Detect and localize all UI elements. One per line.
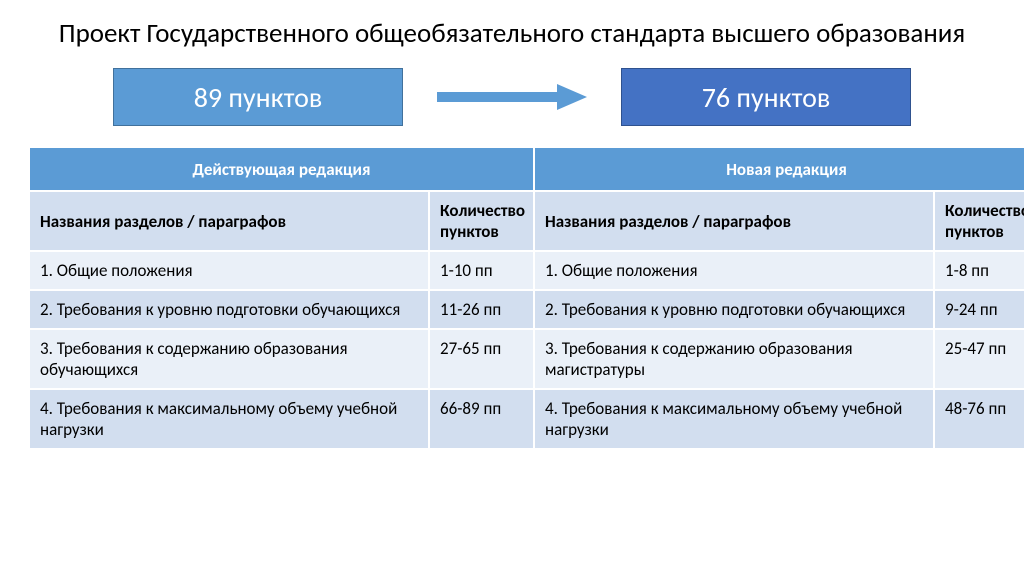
table-cell-count-right: 48-76 пп xyxy=(934,389,1024,449)
table-cell-name-left: 4. Требования к максимальному объему уче… xyxy=(29,389,429,449)
table-row: 2. Требования к уровню подготовки обучаю… xyxy=(29,290,1024,329)
table-cell-count-left: 66-89 пп xyxy=(429,389,534,449)
table-cell-name-left: 3. Требования к содержанию образования о… xyxy=(29,329,429,389)
arrow-right-icon xyxy=(437,84,587,110)
count-box-new-label: 76 пунктов xyxy=(702,80,831,115)
count-box-current: 89 пунктов xyxy=(113,68,403,126)
slide: Проект Государственного общеобязательног… xyxy=(0,0,1024,574)
table-body: 1. Общие положения1-10 пп1. Общие положе… xyxy=(29,251,1024,449)
table-super-header-new: Новая редакция xyxy=(534,147,1024,191)
table-cell-count-left: 1-10 пп xyxy=(429,251,534,290)
table-super-header-current: Действующая редакция xyxy=(29,147,534,191)
table-row: 3. Требования к содержанию образования о… xyxy=(29,329,1024,389)
col-header-count-left: Количество пунктов xyxy=(429,191,534,251)
count-box-current-label: 89 пунктов xyxy=(194,80,323,115)
table-cell-count-right: 25-47 пп xyxy=(934,329,1024,389)
table-cell-name-left: 2. Требования к уровню подготовки обучаю… xyxy=(29,290,429,329)
table-cell-name-right: 3. Требования к содержанию образования м… xyxy=(534,329,934,389)
col-header-name-right: Названия разделов / параграфов xyxy=(534,191,934,251)
comparison-table: Действующая редакция Новая редакция Назв… xyxy=(28,146,1024,450)
arrow-wrap xyxy=(437,84,587,110)
col-header-count-right: Количество пунктов xyxy=(934,191,1024,251)
table-row: 4. Требования к максимальному объему уче… xyxy=(29,389,1024,449)
table-cell-name-right: 2. Требования к уровню подготовки обучаю… xyxy=(534,290,934,329)
table-cell-count-left: 11-26 пп xyxy=(429,290,534,329)
table-cell-count-left: 27-65 пп xyxy=(429,329,534,389)
table-cell-count-right: 1-8 пп xyxy=(934,251,1024,290)
table-row: 1. Общие положения1-10 пп1. Общие положе… xyxy=(29,251,1024,290)
table-cell-name-right: 4. Требования к максимальному объему уче… xyxy=(534,389,934,449)
table-cell-name-left: 1. Общие положения xyxy=(29,251,429,290)
table-column-header-row: Названия разделов / параграфов Количеств… xyxy=(29,191,1024,251)
table-cell-count-right: 9-24 пп xyxy=(934,290,1024,329)
comparison-boxes-row: 89 пунктов 76 пунктов xyxy=(28,68,996,126)
table-cell-name-right: 1. Общие положения xyxy=(534,251,934,290)
col-header-name-left: Названия разделов / параграфов xyxy=(29,191,429,251)
count-box-new: 76 пунктов xyxy=(621,68,911,126)
table-super-header-row: Действующая редакция Новая редакция xyxy=(29,147,1024,191)
slide-title: Проект Государственного общеобязательног… xyxy=(28,18,996,50)
